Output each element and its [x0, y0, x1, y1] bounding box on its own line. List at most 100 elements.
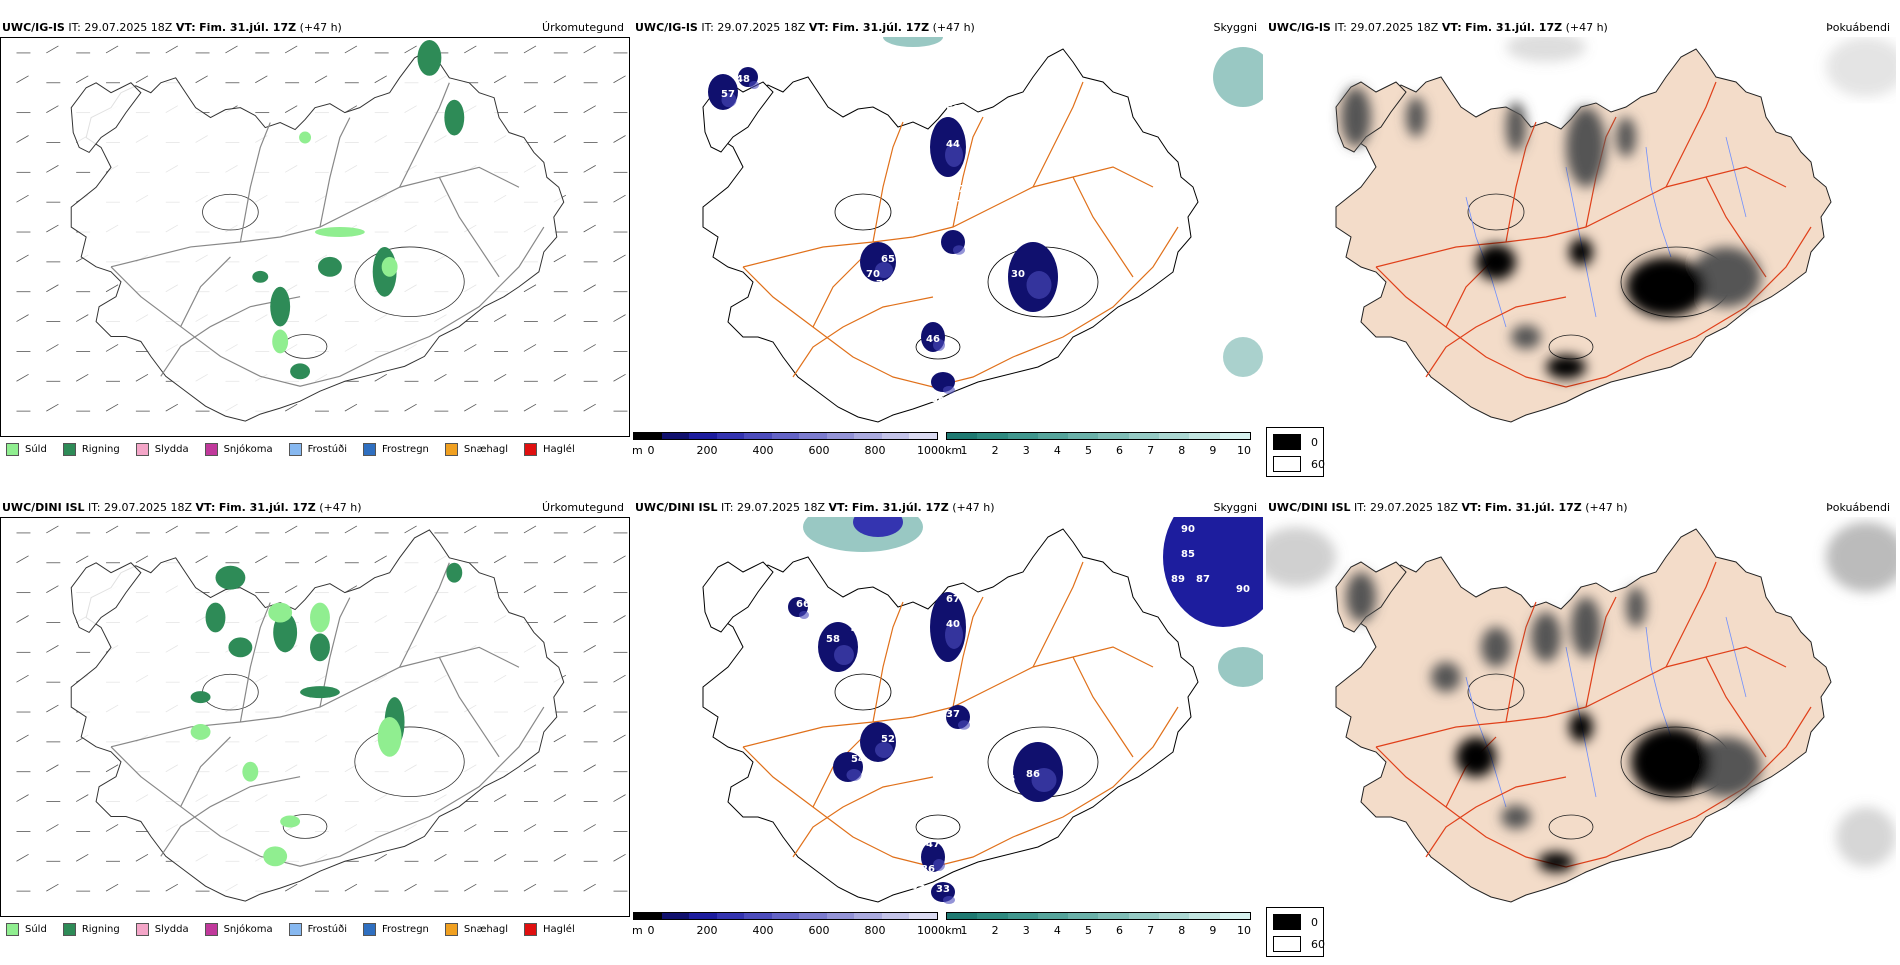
wind-barb — [16, 75, 29, 84]
colorbar-tick-label: 800 — [864, 444, 886, 457]
wind-barb — [76, 373, 89, 382]
river-line — [1465, 676, 1507, 808]
precip-legend: Súld Rigning Slydda Snjókoma Frostúði Frostre… — [6, 439, 575, 459]
it-value: 29.07.2025 18Z — [104, 501, 193, 514]
wind-barb — [553, 75, 567, 84]
colorbar-segment — [799, 913, 827, 919]
wind-barb — [16, 555, 29, 564]
wind-barb — [583, 585, 596, 593]
legend-item: Haglél — [524, 442, 575, 456]
parameter-name: Skyggni — [1213, 501, 1257, 514]
wind-barb — [195, 555, 208, 564]
colorbar-segment — [1159, 433, 1190, 439]
colorbar-tick-label: 1000 — [917, 444, 945, 457]
drizzle-area — [272, 329, 289, 354]
colorbar-segment — [1098, 913, 1129, 919]
precip-type-panel-bottom: UWC/DINI ISL IT: 29.07.2025 18Z VT: Fim.… — [0, 495, 630, 965]
visibility-value-label: 41 — [931, 359, 945, 370]
visibility-value-label: 54 — [851, 754, 865, 765]
wind-barb — [16, 794, 29, 802]
visibility-value-label: 37 — [911, 884, 925, 895]
wind-barb — [374, 555, 387, 564]
wind-barb — [583, 45, 596, 54]
wind-barb — [434, 373, 447, 382]
drizzle-area — [268, 602, 293, 623]
fog-index-area — [1691, 247, 1761, 307]
wind-barb — [493, 853, 507, 862]
wind-barb — [284, 403, 298, 412]
road-line — [952, 596, 984, 708]
wind-barb — [523, 284, 537, 293]
low-visibility-area — [875, 742, 893, 758]
wind-barb — [16, 373, 29, 382]
colorbar-tick-label: 8 — [1178, 924, 1186, 937]
visibility-value-label: 87 — [1196, 574, 1210, 585]
colorbar-tick-label: 600 — [808, 924, 830, 937]
road-line — [160, 296, 301, 377]
wind-barb — [46, 284, 59, 293]
visibility-km-colorbar: km 1 2 3 4 5 6 7 8 9 10 — [945, 912, 1251, 942]
colorbar-segment — [1037, 913, 1069, 919]
colorbar-tick-label: 1 — [960, 924, 968, 937]
road-line — [1705, 656, 1767, 758]
colorbar-segment — [909, 913, 938, 919]
panel-header: UWC/DINI ISL IT: 29.07.2025 18Z VT: Fim.… — [635, 501, 1257, 515]
rain-area — [273, 612, 298, 653]
visibility-panel-bottom: UWC/DINI ISL IT: 29.07.2025 18Z VT: Fim.… — [632, 495, 1263, 965]
rain-area — [446, 562, 463, 583]
wind-barb — [404, 403, 417, 412]
colorbar-unit: m — [632, 444, 643, 457]
legend-item: Slydda — [135, 922, 189, 936]
wind-barb — [553, 794, 567, 802]
legend-item: Frostúði — [288, 442, 347, 456]
wind-barb — [523, 403, 537, 412]
colorbar-strip — [946, 432, 1251, 440]
road-line — [438, 657, 500, 758]
colorbar-segment — [771, 433, 800, 439]
road-line — [792, 776, 934, 858]
colorbar-segment — [1007, 433, 1038, 439]
visibility-value-label: 57 — [721, 89, 735, 100]
legend-label: Haglél — [543, 443, 575, 455]
wind-barb — [523, 585, 537, 593]
wind-barb — [46, 883, 59, 892]
model-name: UWC/DINI ISL — [1268, 501, 1351, 514]
colorbar-segment — [1128, 433, 1160, 439]
wind-barb — [135, 75, 149, 84]
colorbar-segment — [1068, 913, 1099, 919]
colorbar-segment — [744, 433, 772, 439]
fog-legend-row: 0 — [1273, 914, 1318, 930]
wind-barb — [16, 314, 29, 322]
wind-barb — [46, 45, 59, 54]
legend-label: Rigning — [81, 923, 120, 935]
low-visibility-area — [1026, 271, 1052, 299]
fog-index-group — [1346, 572, 1761, 872]
fog-legend-swatch — [1273, 914, 1301, 930]
wind-barb — [344, 45, 358, 54]
fog-map — [1266, 37, 1896, 437]
it-label: IT: — [1354, 501, 1367, 514]
rain-area — [270, 286, 291, 327]
road-line — [1375, 226, 1812, 388]
wind-barb — [165, 525, 179, 534]
wind-barb — [284, 525, 298, 534]
wind-barb — [583, 344, 596, 352]
vt-label: VT: — [1461, 501, 1482, 514]
legend-swatch — [135, 922, 149, 936]
fog-legend-label: 0 — [1311, 435, 1318, 449]
wind-barb — [493, 75, 507, 84]
wind-barb — [523, 824, 537, 832]
legend-swatch — [444, 922, 458, 936]
glacier-outline — [354, 726, 465, 797]
legend-item: Snjókoma — [204, 442, 273, 456]
low-visibility-area — [749, 81, 759, 89]
wind-barb — [46, 344, 59, 352]
colorbar-segment — [947, 913, 978, 919]
wind-barb — [523, 525, 537, 534]
colorbar-segment — [881, 433, 910, 439]
colorbar-tick-label: 4 — [1053, 444, 1061, 457]
wind-barb — [464, 883, 477, 892]
wind-barb — [76, 794, 89, 802]
drizzle-area — [310, 602, 330, 633]
fog-index-area — [1431, 662, 1461, 692]
